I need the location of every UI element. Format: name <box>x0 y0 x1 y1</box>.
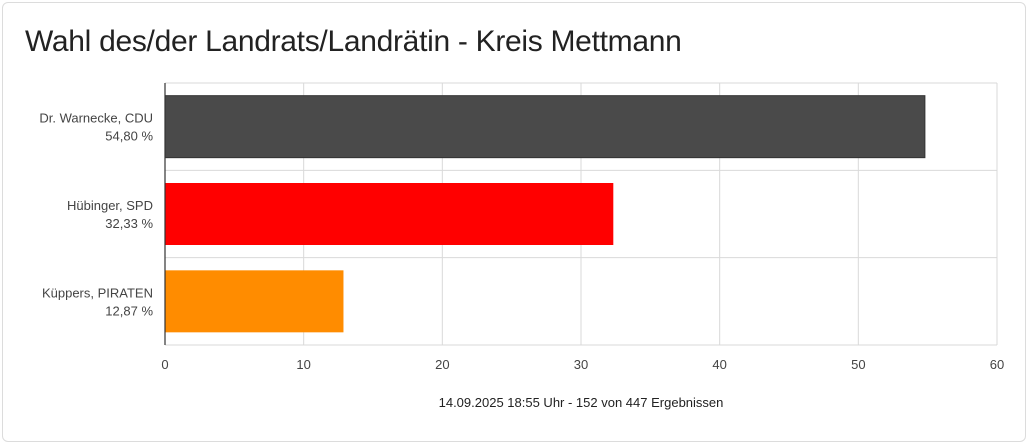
bar-2 <box>165 270 344 333</box>
category-value-label-2: 12,87 % <box>105 303 153 318</box>
x-tick-label-10: 10 <box>296 357 310 372</box>
category-labels: Dr. Warnecke, CDU 54,80 % Hübinger, SPD 32,… <box>39 111 153 319</box>
category-value-label-0: 54,80 % <box>105 129 153 144</box>
chart-title: Wahl des/der Landrats/Landrätin - Kreis … <box>25 25 682 58</box>
x-tick-label-30: 30 <box>574 357 588 372</box>
x-tick-label-50: 50 <box>851 357 865 372</box>
x-tick-label-20: 20 <box>435 357 449 372</box>
bars <box>164 95 926 333</box>
category-label-0: Dr. Warnecke, CDU <box>39 111 153 126</box>
bar-chart: Dr. Warnecke, CDU 54,80 % Hübinger, SPD 32,… <box>39 82 1004 410</box>
category-label-2: Küppers, PIRATEN <box>42 285 153 300</box>
x-tick-label-40: 40 <box>712 357 726 372</box>
x-tick-labels: 0 10 20 30 40 50 60 <box>161 357 1004 372</box>
bar-0 <box>164 95 926 159</box>
x-tick-label-0: 0 <box>161 357 168 372</box>
x-tick-label-60: 60 <box>990 357 1004 372</box>
bar-1 <box>165 183 614 245</box>
category-value-label-1: 32,33 % <box>105 216 153 231</box>
category-label-1: Hübinger, SPD <box>67 198 153 213</box>
chart-caption: 14.09.2025 18:55 Uhr - 152 von 447 Ergeb… <box>439 395 724 410</box>
